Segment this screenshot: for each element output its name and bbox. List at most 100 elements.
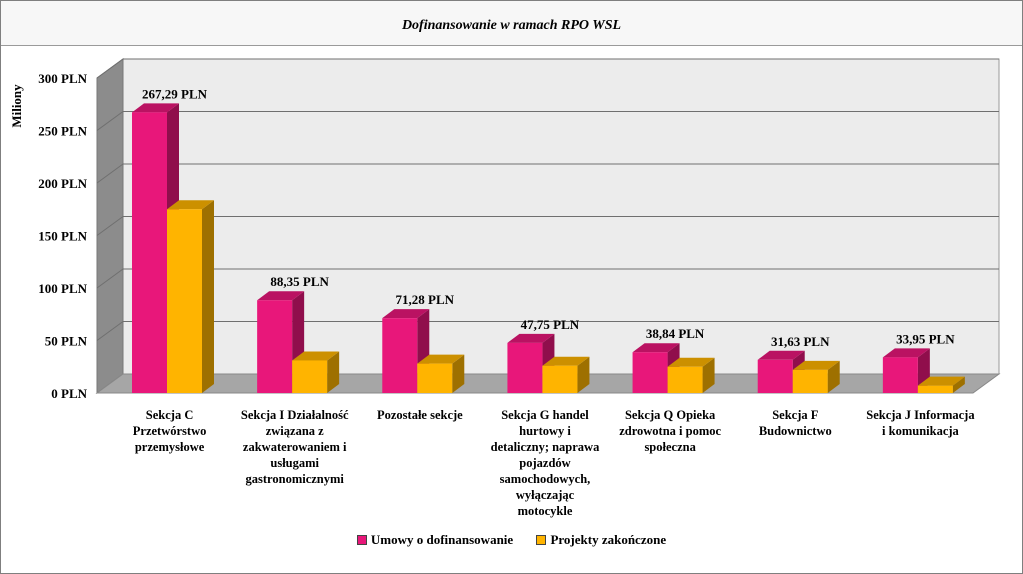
category-label-line: związana z xyxy=(266,424,324,438)
gridline-side xyxy=(96,268,124,289)
gridline-side xyxy=(96,58,124,79)
gridline-side xyxy=(96,163,124,184)
bar-front xyxy=(917,385,953,393)
category-label-line: hurtowy i xyxy=(519,424,571,438)
category-label-line: zakwaterowaniem i xyxy=(243,440,347,454)
bar-projekty xyxy=(792,360,840,393)
data-label: 33,95 PLN xyxy=(896,331,955,346)
bar-projekty xyxy=(292,351,340,393)
y-tick-label: 100 PLN xyxy=(38,281,87,296)
bar-top xyxy=(757,350,805,360)
bars xyxy=(132,103,965,394)
category-label-line: Sekcja F xyxy=(772,408,819,422)
bar-top xyxy=(792,360,840,370)
legend-swatch-projekty xyxy=(536,535,547,546)
bar-umowy xyxy=(382,309,430,393)
category-label-line: Budownictwo xyxy=(759,424,832,438)
bar-front xyxy=(757,359,793,393)
bar-front xyxy=(292,360,328,393)
y-tick-label: 0 PLN xyxy=(51,386,87,401)
category-label: Pozostałe sekcje xyxy=(377,408,463,422)
bar-front xyxy=(667,366,703,393)
bar-top xyxy=(882,348,930,358)
bar-top xyxy=(917,376,965,386)
y-tick-label: 300 PLN xyxy=(38,71,87,86)
category-label-line: pojazdów xyxy=(519,456,570,470)
bar-top xyxy=(507,333,555,343)
bar-projekty xyxy=(417,354,465,393)
title-bar: Dofinansowanie w ramach RPO WSL xyxy=(1,1,1022,46)
data-label: 38,84 PLN xyxy=(646,326,705,341)
bar-front xyxy=(382,318,418,393)
category-label-line: Sekcja G handel xyxy=(501,408,589,422)
bar-projekty xyxy=(542,356,590,393)
category-label: Sekcja G handel hurtowy i detaliczny; napr… xyxy=(491,408,600,518)
data-label: 88,35 PLN xyxy=(270,274,329,289)
bar-front xyxy=(632,352,668,393)
bar-front xyxy=(542,365,578,393)
legend-label-projekty: Projekty zakończone xyxy=(550,532,667,547)
bar-top xyxy=(167,200,214,210)
y-axis-label: Miliony xyxy=(9,84,24,128)
bar-top xyxy=(292,351,340,361)
category-label-line: społeczna xyxy=(644,440,696,454)
bar-projekty xyxy=(667,357,715,393)
gridline-side xyxy=(96,111,124,131)
bar-side xyxy=(827,360,840,393)
legend-item-projekty[interactable]: Projekty zakończone xyxy=(536,532,666,548)
category-label-line: Pozostałe sekcje xyxy=(377,408,463,422)
bar-top xyxy=(667,357,715,367)
bar-side xyxy=(577,356,590,393)
y-tick-label: 250 PLN xyxy=(38,124,87,139)
bar-top xyxy=(417,354,465,364)
y-tick-label: 200 PLN xyxy=(38,176,87,191)
category-label-line: Przetwórstwo xyxy=(133,424,207,438)
data-label: 71,28 PLN xyxy=(396,292,455,307)
category-label: Sekcja C Przetwórstwo przemysłowe xyxy=(133,408,207,454)
bar-front xyxy=(417,363,453,393)
bar-front xyxy=(167,209,202,393)
category-label-line: detaliczny; naprawa xyxy=(491,440,600,454)
legend: Umowy o dofinansowanie Projekty zakończo… xyxy=(1,532,1022,548)
bar-side xyxy=(327,351,340,393)
category-label: Sekcja I Działalność związana z zakwaterow… xyxy=(241,408,349,486)
bar-projekty xyxy=(917,376,965,393)
category-label-line: usługami xyxy=(270,456,319,470)
data-labels: 267,29 PLN 88,35 PLN 71,28 PLN 47,75 PLN 38,… xyxy=(142,86,955,348)
bar-top xyxy=(132,103,179,113)
category-label-line: samochodowych, xyxy=(500,472,591,486)
category-labels: Sekcja C Przetwórstwo przemysłowe Sekcja I … xyxy=(133,408,976,518)
legend-swatch-umowy xyxy=(356,535,367,546)
y-axis-ticks: 0 PLN 50 PLN 100 PLN 150 PLN 200 PLN 250 PLN 3… xyxy=(38,71,87,401)
category-label-line: Sekcja I Działalność xyxy=(241,408,349,422)
y-tick-label: 50 PLN xyxy=(45,334,88,349)
gridline-side xyxy=(96,321,124,341)
bar-side xyxy=(202,200,214,393)
bar-front xyxy=(257,300,293,393)
category-label: Sekcja J Informacja i komunikacja xyxy=(866,408,975,438)
data-label: 267,29 PLN xyxy=(142,86,208,101)
category-label-line: Sekcja Q Opieka xyxy=(625,408,716,422)
category-label-line: zdrowotna i pomoc xyxy=(619,424,721,438)
category-label: Sekcja F Budownictwo xyxy=(759,408,832,438)
bar-front xyxy=(792,369,828,393)
category-label-line: wyłączając xyxy=(516,488,575,502)
y-tick-label: 150 PLN xyxy=(38,229,87,244)
bar-side xyxy=(702,357,715,393)
bar-top xyxy=(382,309,430,319)
data-label: 47,75 PLN xyxy=(521,317,580,332)
bar-side xyxy=(452,354,465,393)
chart-title: Dofinansowanie w ramach RPO WSL xyxy=(401,18,622,33)
bar-projekty xyxy=(167,200,214,393)
bar-side xyxy=(952,376,965,393)
category-label-line: gastronomicznymi xyxy=(246,472,345,486)
bar-front xyxy=(882,357,918,393)
bar-top xyxy=(542,356,590,366)
gridline-side xyxy=(96,216,124,236)
legend-item-umowy[interactable]: Umowy o dofinansowanie xyxy=(356,532,514,548)
legend-label-umowy: Umowy o dofinansowanie xyxy=(370,532,514,547)
bar-front xyxy=(507,342,543,393)
category-label: Sekcja Q Opieka zdrowotna i pomoc społeczn… xyxy=(619,408,721,454)
